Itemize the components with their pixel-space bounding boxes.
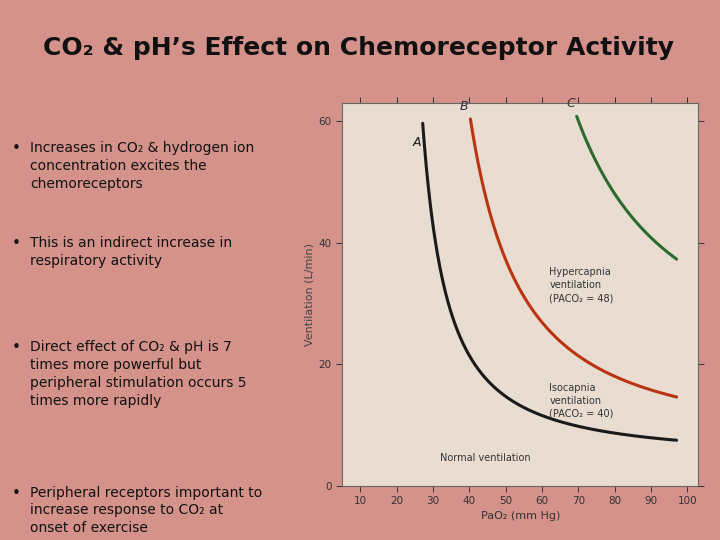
- Text: Peripheral receptors important to
increase response to CO₂ at
onset of exercise: Peripheral receptors important to increa…: [30, 485, 262, 535]
- Text: Direct effect of CO₂ & pH is 7
times more powerful but
peripheral stimulation oc: Direct effect of CO₂ & pH is 7 times mor…: [30, 340, 246, 408]
- Text: C: C: [566, 97, 575, 110]
- X-axis label: PaO₂ (mm Hg): PaO₂ (mm Hg): [480, 511, 560, 521]
- Text: Normal ventilation: Normal ventilation: [440, 453, 531, 463]
- Y-axis label: Ventilation (L/min): Ventilation (L/min): [305, 243, 315, 346]
- Text: •: •: [12, 485, 21, 501]
- Text: B: B: [460, 100, 469, 113]
- Text: A: A: [413, 136, 421, 148]
- Text: •: •: [12, 236, 21, 251]
- Text: Increases in CO₂ & hydrogen ion
concentration excites the
chemoreceptors: Increases in CO₂ & hydrogen ion concentr…: [30, 141, 254, 191]
- Text: Hypercapnia
ventilation
(PACO₂ = 48): Hypercapnia ventilation (PACO₂ = 48): [549, 267, 613, 303]
- Text: This is an indirect increase in
respiratory activity: This is an indirect increase in respirat…: [30, 236, 232, 268]
- Text: Isocapnia
ventilation
(PACO₂ = 40): Isocapnia ventilation (PACO₂ = 40): [549, 383, 613, 419]
- Text: •: •: [12, 340, 21, 355]
- Text: •: •: [12, 141, 21, 156]
- Text: CO₂ & pH’s Effect on Chemoreceptor Activity: CO₂ & pH’s Effect on Chemoreceptor Activ…: [43, 36, 674, 59]
